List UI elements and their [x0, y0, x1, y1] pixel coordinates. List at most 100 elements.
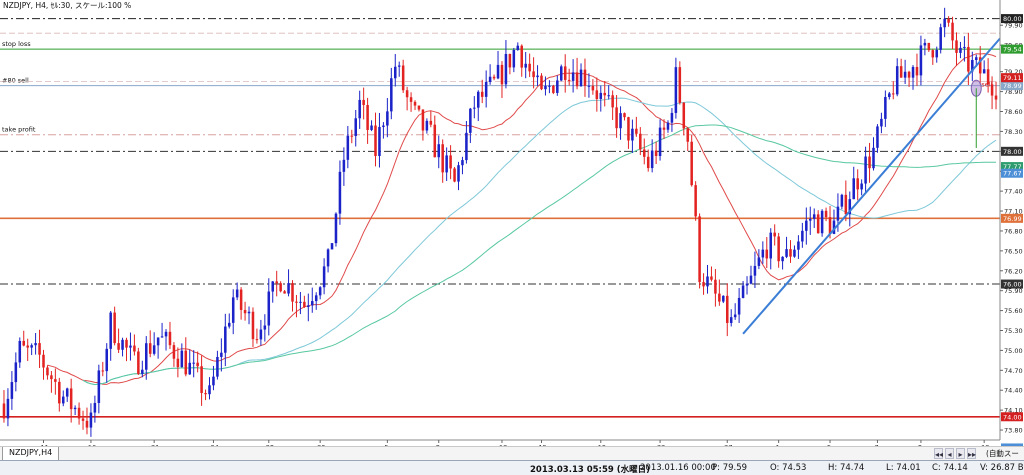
candle-body-240	[951, 22, 954, 41]
candle-body-187	[741, 285, 745, 298]
candle-body-165	[654, 150, 658, 156]
candle-body-180	[714, 279, 717, 294]
candle-body-40	[160, 336, 164, 338]
candle-body-142	[563, 66, 567, 80]
level-tag-2: 78.99	[1003, 82, 1022, 90]
candle-body-117	[465, 132, 468, 161]
price-tag-bg-0	[1001, 73, 1023, 83]
ma-line-2	[82, 124, 996, 386]
candle-body-138	[548, 85, 551, 87]
status-bar: 2013.03.13 05:59 (水曜日) 2013.01.16 00:00 …	[0, 460, 1024, 475]
scroll-last-button[interactable]: ▸▸	[967, 448, 977, 459]
y-tick-label-9: 77.10	[1004, 208, 1023, 216]
candle-body-237	[939, 27, 942, 50]
candle-body-9	[38, 343, 41, 355]
candle-body-207	[820, 210, 824, 234]
status-price: P: 79.59	[712, 463, 748, 473]
candle-body-230	[911, 66, 915, 78]
x-tick-label-17: 13	[981, 444, 989, 447]
candle-body-203	[805, 220, 808, 231]
candle-body-111	[441, 144, 444, 173]
candle-body-97	[386, 111, 389, 126]
candle-body-64	[255, 339, 259, 341]
candle-body-42	[168, 331, 172, 346]
y-tick-label-4: 78.60	[1004, 108, 1023, 116]
candle-body-157	[623, 113, 626, 118]
candle-body-150	[595, 90, 599, 99]
candle-body-222	[880, 118, 883, 127]
status-high: H: 74.74	[828, 463, 865, 473]
candle-body-197	[781, 256, 784, 262]
candle-body-23	[93, 403, 97, 413]
candle-body-127	[504, 54, 508, 85]
candle-body-223	[884, 97, 887, 119]
candle-body-14	[58, 381, 61, 404]
candle-body-30	[121, 339, 124, 350]
candle-body-228	[903, 71, 907, 78]
x-tick-label-14: 5	[827, 444, 831, 447]
candle-body-60	[239, 289, 243, 310]
candle-body-67	[267, 291, 271, 326]
candle-body-194	[769, 232, 773, 259]
candle-body-227	[899, 66, 903, 78]
y-tick-label-20: 73.80	[1004, 427, 1023, 435]
candle-body-76	[303, 301, 306, 308]
status-open: O: 74.53	[770, 463, 807, 473]
candle-body-24	[97, 370, 101, 404]
candle-body-82	[326, 249, 330, 267]
x-tick-label-7: 8	[436, 444, 440, 447]
x-tick-label-3: 24	[210, 444, 218, 447]
moving-averages	[47, 53, 997, 386]
candle-body-149	[591, 85, 595, 91]
candle-body-145	[575, 72, 579, 87]
x-tick-label-2: 21	[151, 444, 159, 447]
level-tag-bg-8	[1001, 443, 1023, 446]
candle-body-6	[26, 345, 29, 348]
scroll-right-button[interactable]: ▸	[956, 448, 965, 459]
candle-body-143	[567, 79, 571, 81]
tab-nzdjpy-h4[interactable]: NZDJPY,H4	[2, 447, 60, 461]
candle-body-234	[927, 42, 931, 51]
auto-scroll-label[interactable]: (自動スー	[986, 449, 1019, 458]
candle-body-84	[334, 213, 338, 244]
x-tick-label-0: 11	[41, 444, 49, 447]
candle-body-108	[429, 120, 433, 125]
candle-body-36	[144, 343, 148, 370]
y-tick-label-11: 76.50	[1004, 247, 1023, 255]
scroll-left-button[interactable]: ◂	[945, 448, 954, 459]
candle-body-32	[129, 345, 132, 348]
y-tick-label-8: 77.40	[1004, 188, 1023, 196]
candle-body-251	[994, 95, 998, 100]
candle-body-33	[133, 345, 136, 352]
candle-body-120	[476, 91, 480, 108]
candle-body-45	[180, 350, 184, 368]
candle-body-250	[990, 84, 994, 96]
price-chart[interactable]: stop loss #80 sell take profit sell 79.90 7…	[0, 0, 1024, 446]
y-tick-label-15: 75.30	[1004, 327, 1023, 335]
scroll-first-button[interactable]: ◂◂	[934, 448, 944, 459]
x-tick-label-16: 8	[918, 444, 922, 447]
level-tag-5: 76.99	[1003, 215, 1022, 223]
candle-body-166	[658, 127, 662, 156]
candle-body-12	[50, 375, 53, 380]
candle-body-124	[492, 76, 496, 79]
candle-body-217	[860, 183, 863, 190]
candle-body-174	[690, 141, 693, 186]
candle-body-43	[172, 345, 176, 359]
level-tag-bg-2	[1001, 81, 1023, 91]
candle-body-172	[682, 102, 686, 129]
candle-body-134	[532, 71, 535, 78]
candle-body-58	[231, 297, 235, 323]
candle-body-126	[500, 64, 504, 85]
candle-body-158	[627, 117, 630, 141]
ma-line-1	[82, 97, 997, 386]
chart-tab-bar: NZDJPY,H4 ◂◂ ◂ ▸ ▸▸ (自動スー	[0, 446, 1024, 461]
candle-body-77	[307, 305, 310, 308]
candle-body-225	[891, 93, 895, 95]
level-tag-bg-5	[1001, 213, 1023, 223]
candle-body-208	[824, 210, 828, 218]
candle-body-162	[642, 149, 646, 157]
candle-body-226	[895, 66, 899, 95]
candle-body-62	[247, 311, 251, 314]
